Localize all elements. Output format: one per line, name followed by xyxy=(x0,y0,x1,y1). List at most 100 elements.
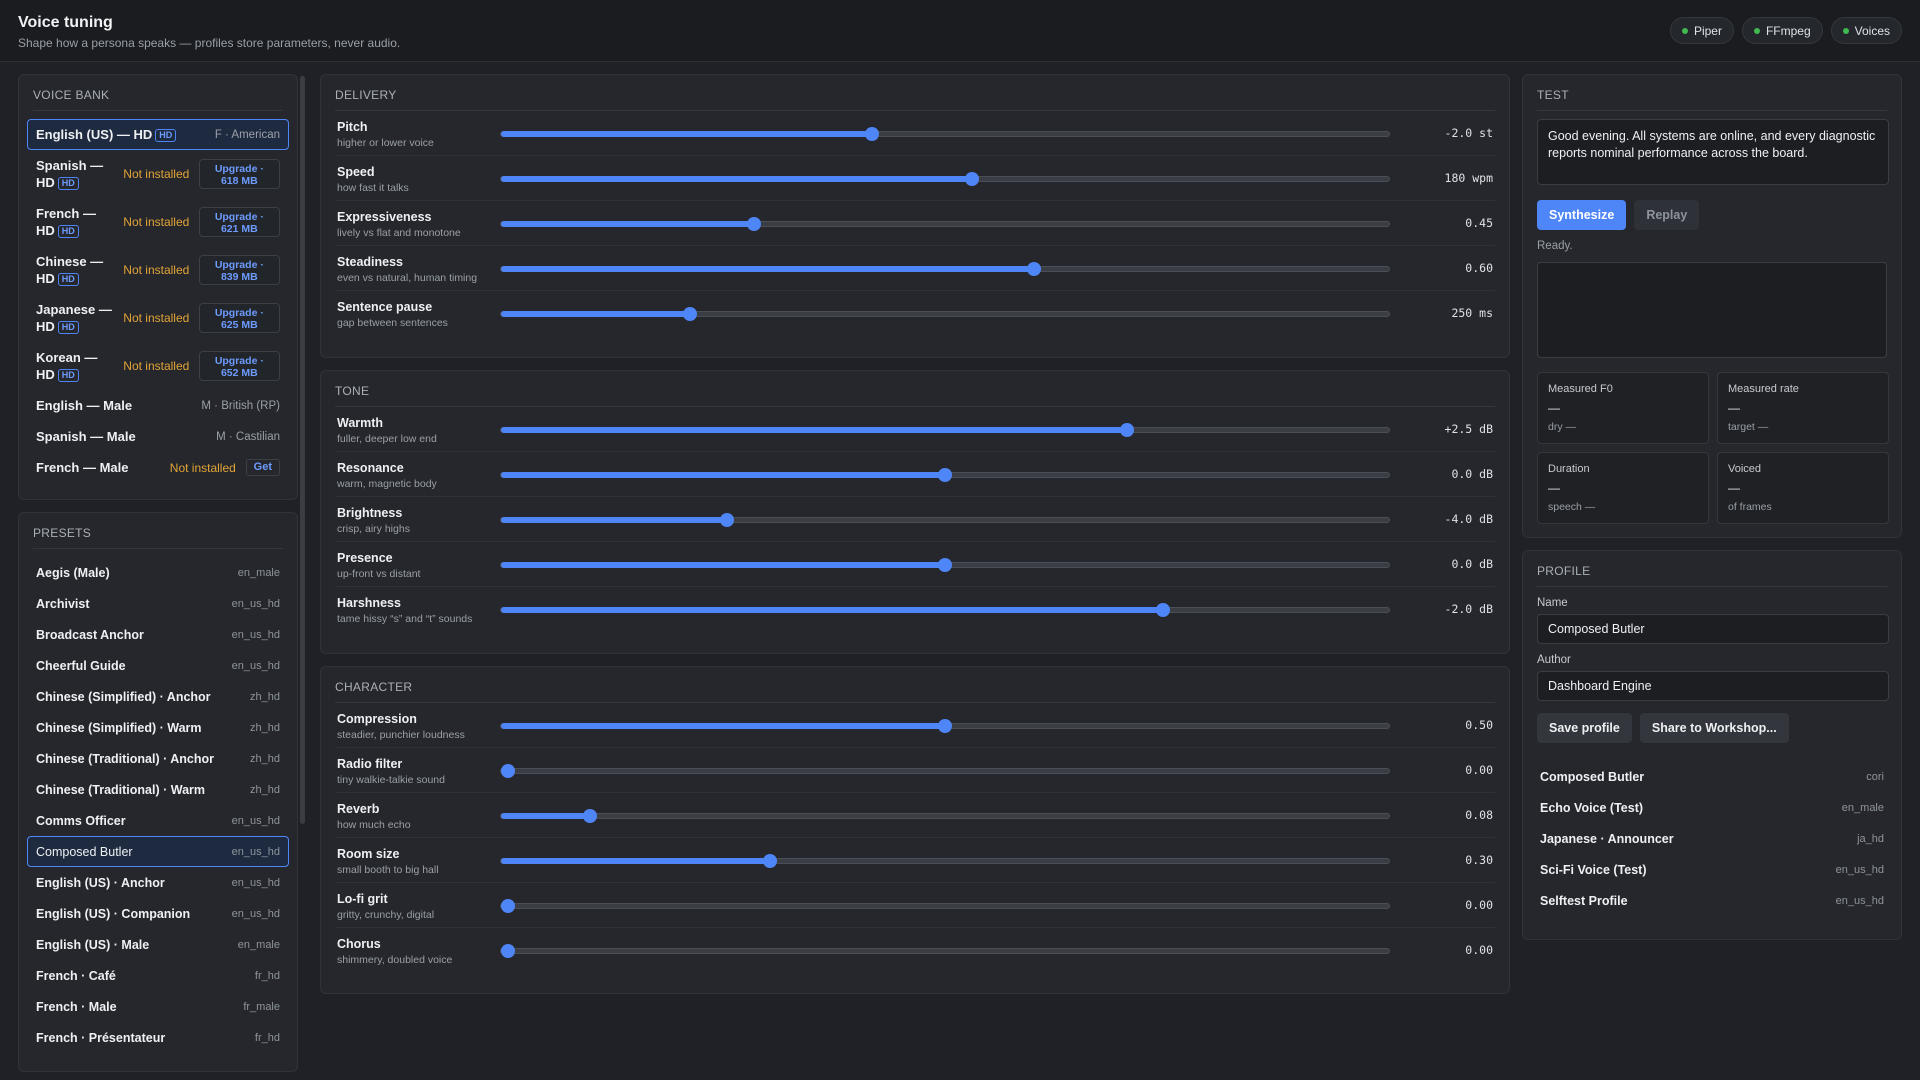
radio-filter-slider[interactable] xyxy=(500,764,1390,778)
compression-slider[interactable] xyxy=(500,719,1390,733)
get-button[interactable]: Get xyxy=(245,459,280,476)
slider-thumb[interactable] xyxy=(938,719,952,733)
slider-thumb[interactable] xyxy=(720,513,735,527)
slider-thumb[interactable] xyxy=(501,899,515,913)
voice-item-french-hd[interactable]: French — HD HD Not installed Upgrade · 621 … xyxy=(27,198,289,246)
slider-thumb[interactable] xyxy=(1156,603,1171,617)
slider-thumb[interactable] xyxy=(683,307,698,321)
profile-author-input[interactable] xyxy=(1537,671,1889,701)
upgrade-button[interactable]: Upgrade · 625 MB xyxy=(198,303,280,333)
status-dot-icon xyxy=(1842,27,1849,34)
status-pill-voices[interactable]: Voices xyxy=(1830,17,1902,44)
slider-description: fuller, deeper low end xyxy=(337,433,437,445)
slider-row-reverb: Reverb how much echo 0.08 xyxy=(335,793,1495,838)
saved-profile-item[interactable]: Echo Voice (Test) en_male xyxy=(1537,792,1887,823)
slider-thumb[interactable] xyxy=(1120,423,1135,437)
voice-name: English (US) — HD HD xyxy=(36,126,177,143)
preset-item[interactable]: Chinese (Simplified) · Anchor zh_hd xyxy=(27,681,289,712)
saved-profile-item[interactable]: Composed Butler cori xyxy=(1537,761,1887,792)
slider-thumb[interactable] xyxy=(938,558,952,572)
preset-item[interactable]: Aegis (Male) en_male xyxy=(27,557,289,588)
preset-voice-code: fr_hd xyxy=(254,969,280,982)
replay-button[interactable]: Replay xyxy=(1634,200,1700,230)
room-size-slider[interactable] xyxy=(500,854,1390,868)
voice-item-french-male[interactable]: French — Male Not installed Get xyxy=(27,452,289,483)
voice-item-spanish-male[interactable]: Spanish — Male M · Castilian xyxy=(27,421,289,452)
saved-profile-item[interactable]: Japanese · Announcer ja_hd xyxy=(1537,823,1887,854)
voice-item-chinese-hd[interactable]: Chinese — HD HD Not installed Upgrade · 839… xyxy=(27,246,289,294)
saved-profile-item[interactable]: Selftest Profile en_us_hd xyxy=(1537,885,1887,916)
saved-profile-item[interactable]: Sci-Fi Voice (Test) en_us_hd xyxy=(1537,854,1887,885)
slider-thumb[interactable] xyxy=(501,944,515,958)
synthesis-status: Ready. xyxy=(1537,240,1573,252)
upgrade-button[interactable]: Upgrade · 839 MB xyxy=(198,255,280,285)
slider-thumb[interactable] xyxy=(501,764,515,778)
profile-actions: Save profile Share to Workshop... xyxy=(1537,713,1887,743)
slider-thumb[interactable] xyxy=(865,127,880,141)
slider-thumb[interactable] xyxy=(964,172,979,186)
sentence-pause-slider[interactable] xyxy=(500,307,1390,321)
steadiness-slider[interactable] xyxy=(500,262,1390,276)
status-pill-ffmpeg[interactable]: FFmpeg xyxy=(1741,17,1823,44)
preset-item[interactable]: Cheerful Guide en_us_hd xyxy=(27,650,289,681)
preset-item[interactable]: French · Présentateur fr_hd xyxy=(27,1022,289,1053)
slider-thumb[interactable] xyxy=(747,217,762,231)
profile-name-input[interactable] xyxy=(1537,614,1889,644)
preset-item[interactable]: French · Male fr_male xyxy=(27,991,289,1022)
brightness-slider[interactable] xyxy=(500,513,1390,527)
expressiveness-slider[interactable] xyxy=(500,217,1390,231)
preset-item[interactable]: English (US) · Companion en_us_hd xyxy=(27,898,289,929)
slider-description: lively vs flat and monotone xyxy=(337,227,461,239)
upgrade-button[interactable]: Upgrade · 652 MB xyxy=(198,351,280,381)
left-scrollbar[interactable] xyxy=(300,76,305,824)
preset-item[interactable]: Archivist en_us_hd xyxy=(27,588,289,619)
preset-name: Chinese (Simplified) · Anchor xyxy=(36,689,211,704)
preset-item[interactable]: Chinese (Traditional) · Warm zh_hd xyxy=(27,774,289,805)
lo-fi-grit-slider[interactable] xyxy=(500,899,1390,913)
slider-thumb[interactable] xyxy=(1026,262,1041,276)
slider-fill xyxy=(501,311,691,317)
preset-name: Chinese (Simplified) · Warm xyxy=(36,720,202,735)
slider-thumb[interactable] xyxy=(763,854,778,868)
slider-description: warm, magnetic body xyxy=(337,478,437,490)
test-text-input[interactable]: Good evening. All systems are online, an… xyxy=(1537,119,1889,185)
reverb-slider[interactable] xyxy=(500,809,1390,823)
preset-item[interactable]: Broadcast Anchor en_us_hd xyxy=(27,619,289,650)
preset-item[interactable]: Chinese (Traditional) · Anchor zh_hd xyxy=(27,743,289,774)
share-workshop-button[interactable]: Share to Workshop... xyxy=(1639,713,1789,743)
slider-label: Warmth xyxy=(337,416,384,430)
save-profile-button[interactable]: Save profile xyxy=(1537,713,1632,743)
resonance-slider[interactable] xyxy=(500,468,1390,482)
voice-item-japanese-hd[interactable]: Japanese — HD HD Not installed Upgrade · 62… xyxy=(27,294,289,342)
presence-slider[interactable] xyxy=(500,558,1390,572)
preset-item[interactable]: French · Café fr_hd xyxy=(27,960,289,991)
preset-item[interactable]: Comms Officer en_us_hd xyxy=(27,805,289,836)
voice-item-spanish-hd[interactable]: Spanish — HD HD Not installed Upgrade · 618… xyxy=(27,150,289,198)
slider-row-pitch: Pitch higher or lower voice -2.0 st xyxy=(335,111,1495,156)
preset-item[interactable]: Composed Butler en_us_hd xyxy=(27,836,289,867)
speed-slider[interactable] xyxy=(500,172,1390,186)
status-pill-piper[interactable]: Piper xyxy=(1669,17,1734,44)
slider-label: Steadiness xyxy=(337,255,404,269)
chorus-slider[interactable] xyxy=(500,944,1390,958)
harshness-slider[interactable] xyxy=(500,603,1390,617)
test-title: TEST xyxy=(1537,88,1569,102)
upgrade-button[interactable]: Upgrade · 618 MB xyxy=(198,159,280,189)
slider-thumb[interactable] xyxy=(582,809,597,823)
preset-item[interactable]: English (US) · Anchor en_us_hd xyxy=(27,867,289,898)
voice-item-english-us-hd[interactable]: English (US) — HD HD F · American xyxy=(27,119,289,150)
slider-row-brightness: Brightness crisp, airy highs -4.0 dB xyxy=(335,497,1495,542)
upgrade-button[interactable]: Upgrade · 621 MB xyxy=(198,207,280,237)
slider-thumb[interactable] xyxy=(938,468,952,482)
pitch-slider[interactable] xyxy=(500,127,1390,141)
synthesize-button[interactable]: Synthesize xyxy=(1537,200,1627,230)
preset-voice-code: en_male xyxy=(237,566,280,579)
voice-item-korean-hd[interactable]: Korean — HD HD Not installed Upgrade · 652 … xyxy=(27,342,289,390)
preset-item[interactable]: English (US) · Male en_male xyxy=(27,929,289,960)
slider-description: up-front vs distant xyxy=(337,568,421,580)
preset-voice-code: en_us_hd xyxy=(231,814,280,827)
warmth-slider[interactable] xyxy=(500,423,1390,437)
voice-item-english-male[interactable]: English — Male M · British (RP) xyxy=(27,390,289,421)
slider-description: how fast it talks xyxy=(337,182,409,194)
preset-item[interactable]: Chinese (Simplified) · Warm zh_hd xyxy=(27,712,289,743)
